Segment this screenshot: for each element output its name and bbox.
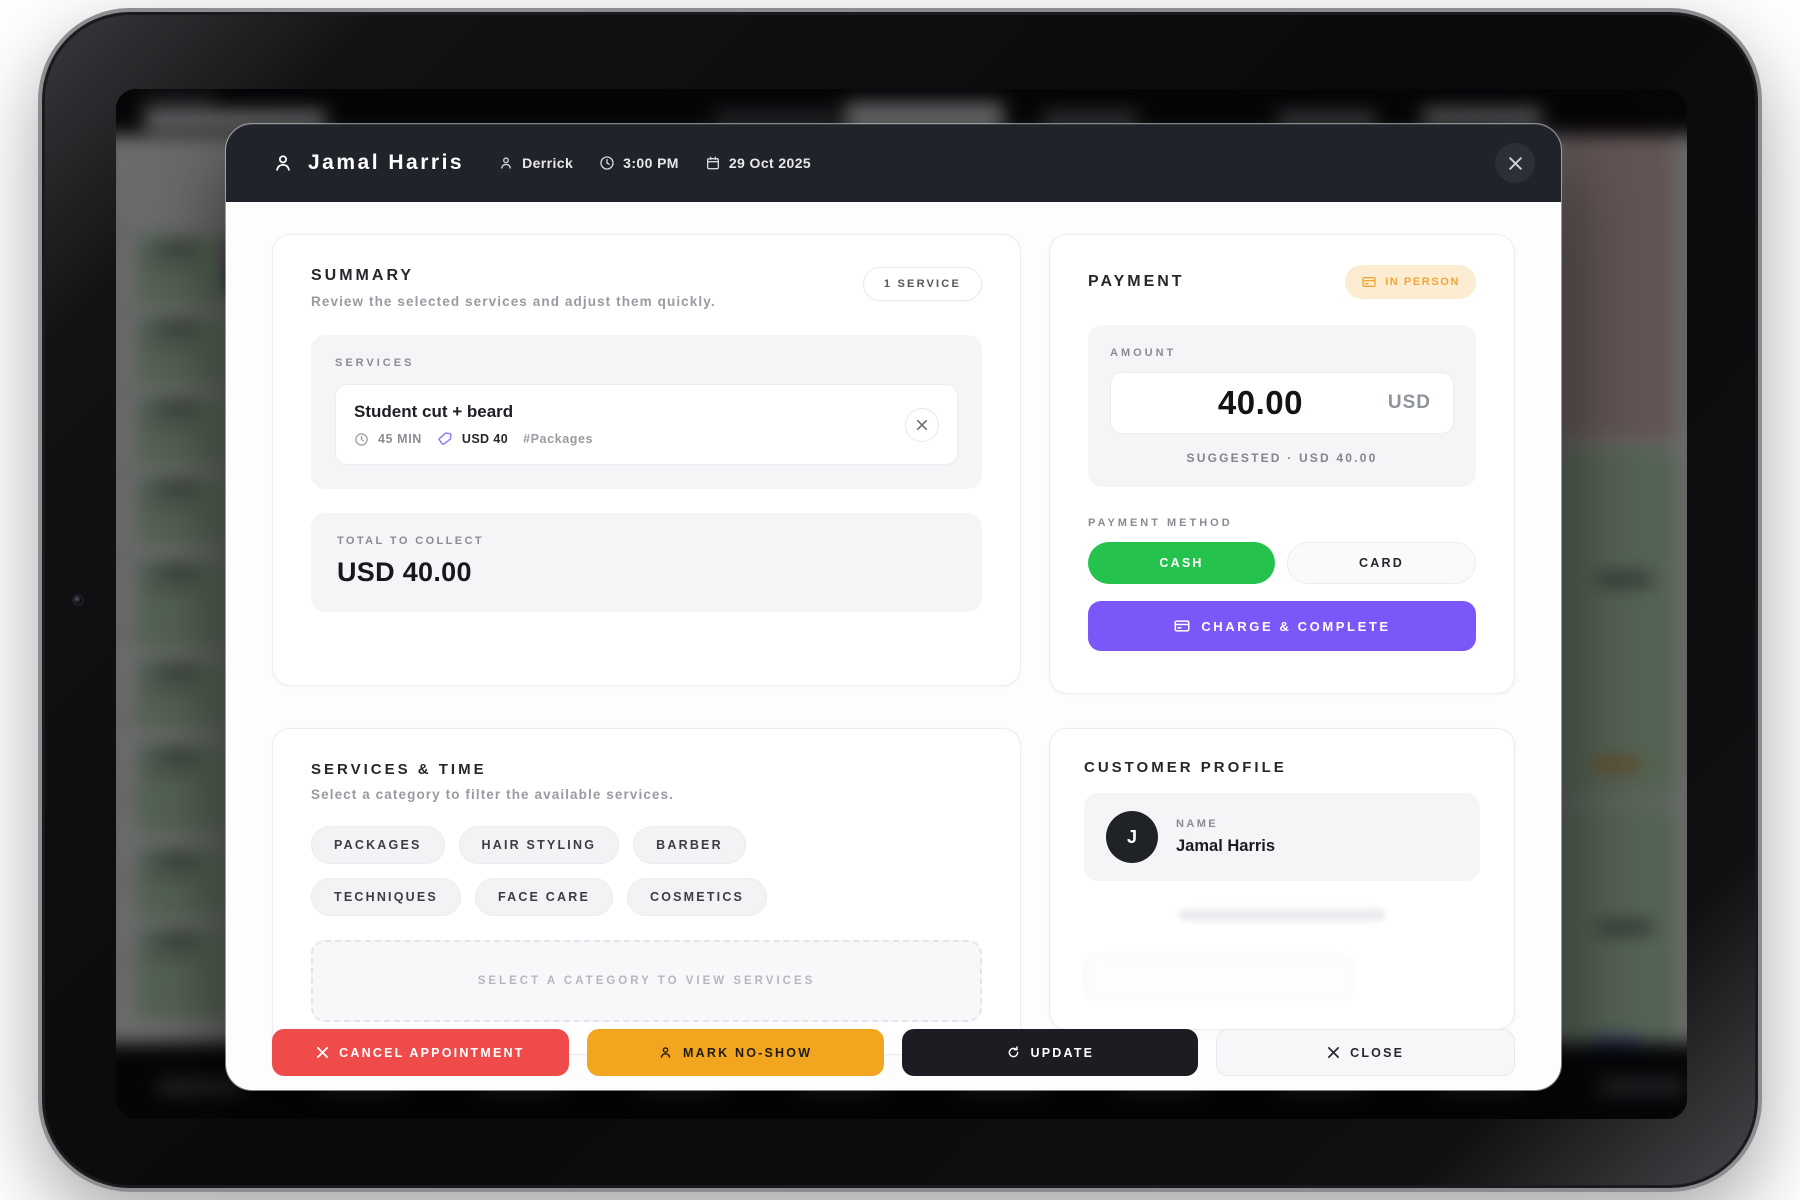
- service-price: USD 40: [461, 432, 509, 446]
- person-icon: [272, 152, 294, 174]
- remove-service-button[interactable]: [905, 407, 939, 442]
- category-placeholder: SELECT A CATEGORY TO VIEW SERVICES: [311, 940, 982, 1022]
- close-button[interactable]: [1495, 143, 1535, 183]
- summary-card: SUMMARY Review the selected services and…: [272, 234, 1021, 686]
- modal-body: SUMMARY Review the selected services and…: [226, 202, 1561, 1055]
- service-duration: 45 MIN: [378, 432, 422, 446]
- ghost-row: [1179, 909, 1385, 921]
- staff-name: Derrick: [522, 155, 574, 171]
- staff-chunk: Derrick: [498, 155, 573, 171]
- avatar: J: [1106, 811, 1158, 863]
- name-label: NAME: [1176, 818, 1218, 830]
- appointment-meta: Derrick 3:00 PM 29 Oct 202: [498, 155, 811, 171]
- mark-no-show-button[interactable]: MARK NO-SHOW: [586, 1029, 884, 1076]
- person-icon: [658, 1045, 673, 1060]
- payment-card: PAYMENT IN PERSON AMOUNT 40.00: [1049, 234, 1515, 694]
- cancel-appointment-button[interactable]: CANCEL APPOINTMENT: [272, 1029, 569, 1076]
- amount-input[interactable]: 40.00 USD: [1110, 372, 1454, 434]
- tablet-frame: Jamal Harris Derrick: [38, 8, 1762, 1192]
- total-label: TOTAL TO COLLECT: [337, 535, 484, 547]
- summary-title: SUMMARY: [311, 267, 415, 284]
- profile-panel: J NAME Jamal Harris: [1084, 793, 1480, 881]
- refresh-icon: [1006, 1045, 1021, 1060]
- modal-header: Jamal Harris Derrick: [226, 124, 1561, 202]
- cash-button[interactable]: CASH: [1088, 542, 1275, 584]
- amount-currency: USD: [1387, 392, 1431, 413]
- services-time-subtitle: Select a category to filter the availabl…: [311, 787, 675, 802]
- amount-label: AMOUNT: [1110, 347, 1177, 359]
- category-chips: PACKAGES HAIR STYLING BARBER TECHNIQUES …: [311, 826, 871, 916]
- close-icon: [316, 1046, 329, 1059]
- modal-footer: CANCEL APPOINTMENT MARK NO-SHOW UPDATE: [272, 1029, 1515, 1076]
- services-panel: SERVICES Student cut + beard 45 MIN: [311, 335, 982, 489]
- customer-title: Jamal Harris: [272, 151, 464, 175]
- category-chip-face-care[interactable]: FACE CARE: [474, 878, 613, 916]
- appointment-time: 3:00 PM: [623, 155, 679, 171]
- suggested-amount: SUGGESTED · USD 40.00: [1186, 451, 1378, 465]
- service-name: Student cut + beard: [354, 402, 514, 421]
- time-chunk: 3:00 PM: [599, 155, 679, 171]
- date-chunk: 29 Oct 2025: [705, 155, 811, 171]
- service-row: Student cut + beard 45 MIN: [335, 384, 958, 465]
- service-count-badge: 1 SERVICE: [862, 267, 982, 301]
- summary-subtitle: Review the selected services and adjust …: [311, 294, 716, 309]
- category-chip-hair-styling[interactable]: HAIR STYLING: [458, 826, 620, 864]
- tablet-camera: [72, 594, 84, 606]
- charge-complete-button[interactable]: CHARGE & COMPLETE: [1088, 601, 1476, 651]
- customer-name: Jamal Harris: [308, 151, 465, 174]
- category-chip-cosmetics[interactable]: COSMETICS: [626, 878, 768, 916]
- category-chip-packages[interactable]: PACKAGES: [311, 826, 445, 864]
- clock-icon: [354, 432, 369, 447]
- in-person-badge: IN PERSON: [1345, 265, 1476, 299]
- update-button[interactable]: UPDATE: [901, 1029, 1199, 1076]
- calendar-icon: [705, 155, 721, 171]
- close-icon: [916, 419, 928, 431]
- payment-method-label: PAYMENT METHOD: [1088, 517, 1233, 529]
- services-time-title: SERVICES & TIME: [311, 761, 487, 778]
- customer-profile-title: CUSTOMER PROFILE: [1084, 759, 1287, 776]
- services-label: SERVICES: [335, 357, 415, 369]
- tag-icon: [437, 431, 453, 447]
- close-icon: [1327, 1046, 1340, 1059]
- appointment-modal: Jamal Harris Derrick: [226, 124, 1561, 1090]
- payment-title: PAYMENT: [1088, 273, 1185, 290]
- amount-value: 40.00: [1217, 384, 1303, 421]
- customer-profile-card: CUSTOMER PROFILE J NAME Jamal Harris: [1049, 728, 1515, 1030]
- total-value: USD 40.00: [337, 557, 472, 587]
- category-chip-techniques[interactable]: TECHNIQUES: [311, 878, 461, 916]
- tablet-screen: Jamal Harris Derrick: [116, 89, 1687, 1119]
- appointment-date: 29 Oct 2025: [728, 155, 812, 171]
- total-panel: TOTAL TO COLLECT USD 40.00: [311, 513, 982, 612]
- amount-panel: AMOUNT 40.00 USD SUGGESTED · USD 40.00: [1088, 325, 1476, 487]
- category-chip-barber[interactable]: BARBER: [633, 826, 746, 864]
- close-icon: [1508, 156, 1523, 171]
- credit-card-icon: [1173, 617, 1191, 635]
- customer-profile-name: Jamal Harris: [1176, 837, 1276, 855]
- service-tag: #Packages: [523, 432, 594, 446]
- clock-icon: [599, 155, 615, 171]
- footer-close-button[interactable]: CLOSE: [1216, 1029, 1515, 1076]
- person-icon: [498, 155, 514, 171]
- card-button[interactable]: CARD: [1287, 542, 1476, 584]
- services-time-card: SERVICES & TIME Select a category to fil…: [272, 728, 1021, 1055]
- credit-card-icon: [1361, 274, 1377, 290]
- ghost-card: [1084, 955, 1354, 999]
